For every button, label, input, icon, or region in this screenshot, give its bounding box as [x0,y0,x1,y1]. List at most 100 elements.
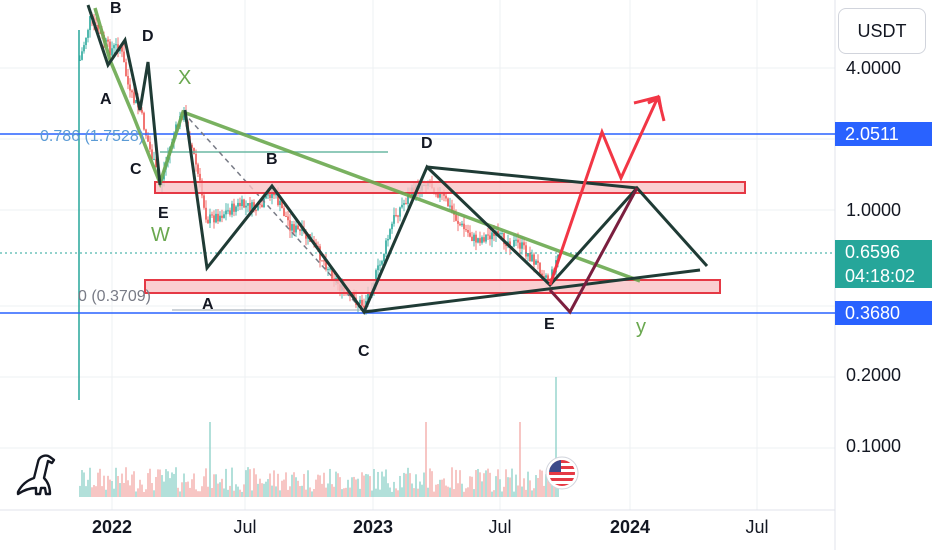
first-abcde-path [86,4,162,186]
volume-bar [433,491,435,497]
wave-label-second-d: D [421,135,433,152]
volume-bar [405,473,407,497]
volume-bar [121,473,123,497]
volume-bar [481,481,483,497]
volume-bar [221,478,223,497]
candle-body [141,109,143,113]
us-flag-icon[interactable] [545,456,579,490]
price-axis-labels: 4.0000 1.0000 0.2000 0.1000 [846,58,901,456]
volume-bar [311,491,313,497]
wave-label-second-b: B [266,151,278,168]
volume-bar [169,478,171,497]
price-tick-label: 1.0000 [846,200,901,220]
volume-bar [305,489,307,497]
volume-bar [335,471,337,497]
fib-786-label: 0.786 (1.7528) [40,128,144,145]
candle-body [249,203,251,212]
candle-body [437,193,439,198]
volume-bar [189,487,191,497]
candle-body [377,265,379,271]
wave-label-y: y [636,316,646,338]
volume-bar [293,472,295,497]
volume-bar [269,473,271,497]
volume-bar [461,483,463,497]
volume-bar [439,479,441,497]
volume-bar [149,468,151,497]
volume-bar [91,487,93,497]
volume-bar [195,489,197,497]
volume-bar [147,473,149,497]
volume-bar [229,485,231,497]
candle-body [523,242,525,246]
volume-bar [393,481,395,497]
volume-bar [183,473,185,497]
volume-bar [453,489,455,497]
candle-body [393,215,395,224]
volume-bar [95,486,97,497]
candle-body [399,207,401,217]
candle-body [539,262,541,274]
candle-body [217,213,219,222]
candle-body [143,112,145,130]
volume-bar [381,471,383,497]
volume-bar [145,489,147,497]
volume-bar [101,486,103,497]
volume-bar [533,488,535,497]
volume-bar [475,470,477,497]
volume-bar [505,469,507,497]
candle-body [113,45,115,49]
volume-bar [517,485,519,497]
volume-bar [383,476,385,497]
candle-body [503,233,505,245]
volume-bar [527,471,529,497]
candle-body [155,158,157,168]
triangle-wave-path [183,109,709,315]
candle-body [251,202,253,212]
volume-bar [135,491,137,497]
volume-bar [161,475,163,497]
volume-bar [345,487,347,497]
candle-body [253,202,255,211]
candle-body [295,225,297,233]
candle-body [497,231,499,234]
volume-bar [547,475,549,497]
candle-body [153,158,155,160]
time-tick-label: Jul [233,517,256,537]
candle-body [127,76,129,85]
volume-bar [463,491,465,497]
candle-body [477,238,479,243]
volume-bar [283,479,285,497]
volume-bar [143,491,145,497]
volume-bar [419,481,421,497]
volume-bar [199,491,201,497]
volume-bar [493,490,495,497]
candle-body [473,234,475,241]
volume-bar [469,476,471,497]
volume-bar [435,484,437,497]
volume-bar [353,476,355,497]
candle-body [383,253,385,262]
volume-bar [87,479,89,497]
volume-bar [197,491,199,497]
triangle-upper-boundary [426,165,638,190]
volume-bar [333,486,335,497]
volume-bar [397,490,399,497]
dinosaur-logo-icon[interactable] [14,448,58,498]
volume-bar [509,477,511,497]
volume-bar [407,467,409,497]
candle-body [199,173,201,181]
fib-0-label: 0 (0.3709) [78,288,151,305]
candle-body [241,199,243,207]
volume-bar [79,485,81,497]
volume-bar [487,468,489,497]
volume-bar [431,471,433,497]
candle-body [515,239,517,241]
currency-selector-button[interactable]: USDT [838,8,926,54]
candle-body [221,215,223,218]
volume-bar [417,488,419,497]
volume-bar [555,377,557,497]
candle-body [245,205,247,208]
volume-bar [447,486,449,497]
